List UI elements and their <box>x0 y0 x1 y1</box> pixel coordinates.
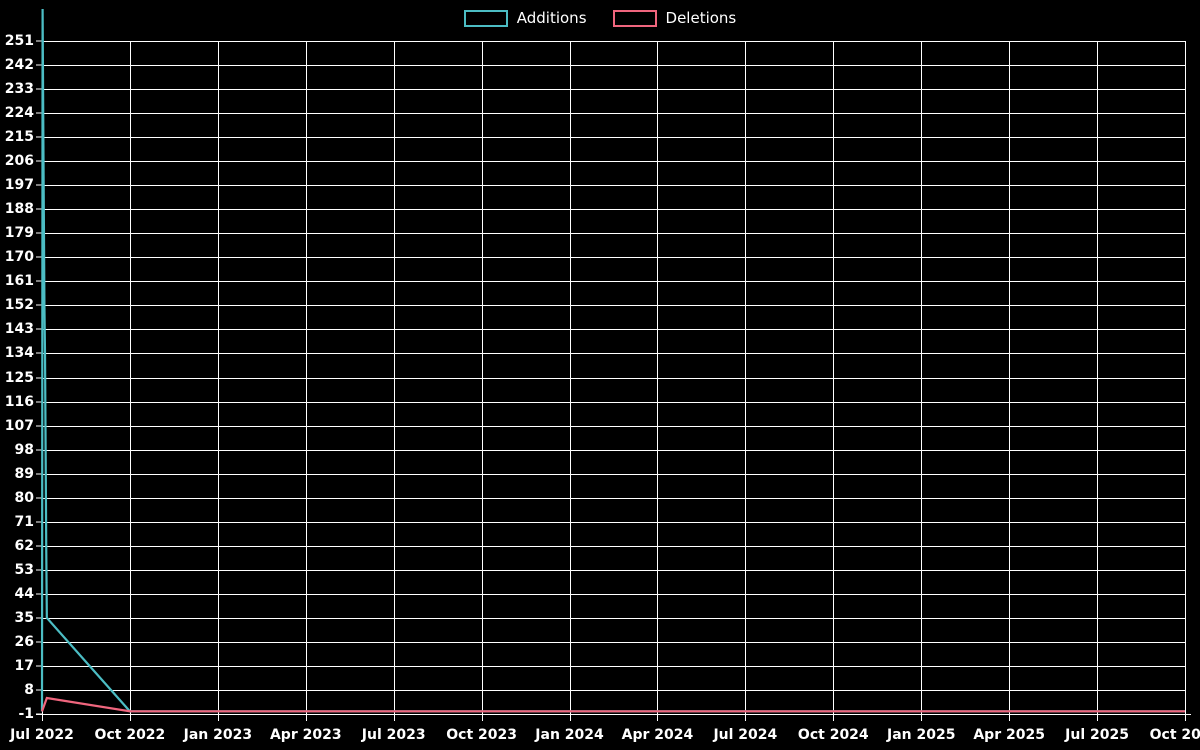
x-axis-tick-label: Jul 2022 <box>10 727 74 743</box>
x-axis-tick-mark <box>481 714 483 721</box>
gridline-horizontal <box>42 689 1185 691</box>
gridline-horizontal <box>42 545 1185 547</box>
series-line-additions <box>40 8 1185 713</box>
gridline-horizontal <box>42 377 1185 379</box>
gridline-vertical <box>217 41 219 714</box>
gridline-horizontal <box>42 569 1185 571</box>
x-axis-tick-mark <box>42 714 43 721</box>
gridline-vertical <box>1009 41 1011 714</box>
plot-area <box>42 41 1186 714</box>
x-axis-tick-mark <box>393 714 395 721</box>
chart-legend: Additions Deletions <box>0 0 1200 36</box>
gridline-horizontal <box>42 617 1185 619</box>
gridline-vertical <box>833 41 835 714</box>
x-axis-tick-label: Oct 2025 <box>1149 727 1200 743</box>
legend-label-additions: Additions <box>516 8 587 27</box>
x-axis-tick-label: Apr 2023 <box>269 727 342 743</box>
gridline-horizontal <box>42 137 1185 139</box>
x-axis-tick-label: Jan 2025 <box>886 727 956 743</box>
x-axis-tick-label: Jul 2023 <box>361 727 426 743</box>
gridline-horizontal <box>42 65 1185 67</box>
gridline-horizontal <box>42 665 1185 667</box>
gridline-vertical <box>745 41 747 714</box>
gridline-horizontal <box>42 353 1185 355</box>
gridline-horizontal <box>42 161 1185 163</box>
gridline-horizontal <box>42 233 1185 235</box>
gridline-vertical <box>305 41 307 714</box>
x-axis-tick-mark <box>1009 714 1011 721</box>
gridline-vertical <box>481 41 483 714</box>
legend-swatch-additions <box>463 9 508 27</box>
x-axis-tick-mark <box>305 714 307 721</box>
gridline-horizontal <box>42 521 1185 523</box>
x-axis-tick-label: Jan 2023 <box>183 727 253 743</box>
gridline-horizontal <box>42 497 1185 499</box>
gridline-horizontal <box>42 113 1185 115</box>
x-axis-tick-label: Oct 2023 <box>446 727 517 743</box>
gridline-vertical <box>1185 41 1186 714</box>
x-axis-line <box>36 714 1191 715</box>
legend-swatch-deletions <box>612 9 657 27</box>
gridline-vertical <box>1097 41 1099 714</box>
gridline-vertical <box>921 41 923 714</box>
gridline-horizontal <box>42 185 1185 187</box>
x-axis-tick-label: Oct 2024 <box>797 727 869 743</box>
legend-item-deletions[interactable]: Deletions <box>612 8 737 27</box>
gridline-horizontal <box>42 41 1185 42</box>
gridline-horizontal <box>42 305 1185 307</box>
x-axis-tick-label: Jul 2025 <box>1065 727 1129 743</box>
legend-item-additions[interactable]: Additions <box>463 8 587 27</box>
x-axis-tick-mark <box>833 714 835 721</box>
x-axis-tick-mark <box>1097 714 1099 721</box>
gridline-horizontal <box>42 257 1185 259</box>
gridline-horizontal <box>42 593 1185 595</box>
legend-label-deletions: Deletions <box>665 8 737 27</box>
x-axis-tick-label: Jan 2024 <box>535 727 604 743</box>
gridline-horizontal <box>42 89 1185 91</box>
x-axis-tick-mark <box>921 714 923 721</box>
gridline-vertical <box>393 41 395 714</box>
gridline-horizontal <box>42 281 1185 283</box>
x-axis-tick-mark <box>657 714 659 721</box>
gridline-vertical <box>129 41 131 714</box>
x-axis-tick-mark <box>745 714 747 721</box>
gridline-horizontal <box>42 641 1185 643</box>
x-axis-tick-mark <box>129 714 131 721</box>
gridline-vertical <box>657 41 659 714</box>
x-axis-tick-label: Oct 2022 <box>94 727 166 743</box>
gridline-horizontal <box>42 425 1185 427</box>
x-axis-tick-label: Apr 2025 <box>973 727 1045 743</box>
x-axis-tick-mark <box>1185 714 1186 721</box>
x-axis-tick-mark <box>569 714 571 721</box>
gridline-horizontal <box>42 401 1185 403</box>
gridline-horizontal <box>42 449 1185 451</box>
x-axis-tick-label: Apr 2024 <box>621 727 694 743</box>
gridline-horizontal <box>42 473 1185 475</box>
gridline-horizontal <box>42 209 1185 211</box>
series-line-deletions <box>40 696 1185 713</box>
x-axis-tick-label: Jul 2024 <box>713 727 778 743</box>
x-axis-tick-mark <box>217 714 219 721</box>
gridline-vertical <box>569 41 571 714</box>
gridline-horizontal <box>42 329 1185 331</box>
